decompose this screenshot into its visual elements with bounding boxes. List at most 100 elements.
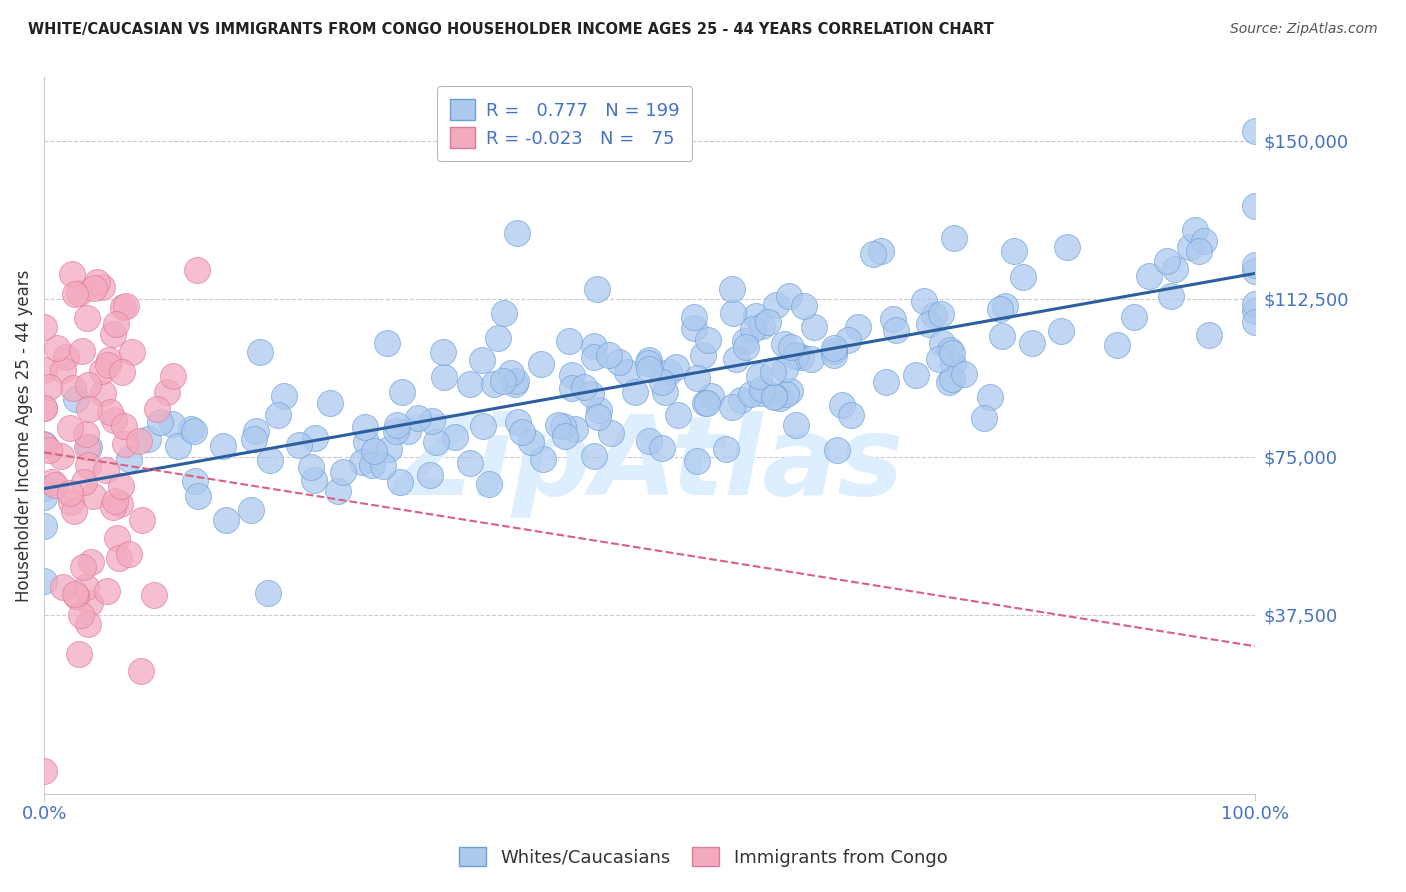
Point (692, 348, 714, 362)
Point (730, 392, 752, 407)
Point (97, 358, 120, 372)
Point (846, 320, 869, 334)
Point (458, 376, 481, 391)
Point (103, 413, 125, 427)
Point (1244, 258, 1267, 272)
Point (763, 388, 786, 402)
Point (993, 300, 1015, 314)
Point (212, 439, 235, 453)
Point (505, 374, 527, 388)
Point (929, 307, 952, 321)
Point (67, 647, 90, 661)
Point (793, 299, 815, 313)
Y-axis label: Householder Income Ages 25 - 44 years: Householder Income Ages 25 - 44 years (15, 269, 32, 602)
Point (112, 418, 135, 433)
Point (579, 387, 602, 401)
Point (107, 531, 129, 545)
Point (1244, 199, 1267, 213)
Point (741, 322, 763, 336)
Point (257, 586, 280, 600)
Point (32, 362, 55, 376)
Point (79, 596, 101, 610)
Point (1188, 244, 1211, 258)
Point (32, 481, 55, 495)
Point (86, 275, 108, 289)
Point (184, 475, 207, 489)
Point (583, 449, 606, 463)
Point (432, 345, 454, 359)
Point (77, 458, 100, 472)
Point (243, 432, 266, 446)
Point (1244, 123, 1267, 137)
Point (486, 331, 509, 345)
Point (96, 584, 118, 599)
Point (96, 463, 118, 477)
Point (361, 458, 384, 472)
Point (104, 494, 127, 508)
Legend: Whites/Caucasians, Immigrants from Congo: Whites/Caucasians, Immigrants from Congo (451, 840, 955, 874)
Point (785, 348, 807, 362)
Point (240, 502, 263, 516)
Point (904, 368, 927, 383)
Point (63, 287, 86, 301)
Point (77, 401, 100, 416)
Text: WHITE/CAUCASIAN VS IMMIGRANTS FROM CONGO HOUSEHOLDER INCOME AGES 25 - 44 YEARS C: WHITE/CAUCASIAN VS IMMIGRANTS FROM CONGO… (28, 22, 994, 37)
Point (478, 476, 501, 491)
Point (607, 355, 630, 369)
Point (52, 580, 75, 594)
Point (391, 384, 413, 399)
Point (59, 421, 82, 435)
Point (65, 392, 87, 407)
Point (714, 442, 737, 457)
Point (32, 319, 55, 334)
Point (60, 495, 83, 509)
Point (458, 456, 481, 470)
Point (790, 350, 813, 364)
Point (1021, 336, 1043, 351)
Point (44, 478, 66, 492)
Point (979, 391, 1001, 405)
Point (287, 438, 309, 452)
Point (55, 350, 77, 364)
Point (108, 497, 131, 511)
Point (104, 317, 127, 331)
Legend: R =   0.777   N = 199, R = -0.023   N =   75: R = 0.777 N = 199, R = -0.023 N = 75 (437, 87, 692, 161)
Point (98, 352, 121, 367)
Point (363, 444, 385, 458)
Point (561, 381, 583, 395)
Point (1184, 223, 1206, 237)
Point (76, 580, 98, 594)
Point (547, 418, 569, 433)
Point (700, 389, 723, 403)
Point (637, 356, 659, 370)
Point (586, 282, 609, 296)
Point (696, 396, 718, 410)
Point (187, 489, 209, 503)
Point (638, 434, 661, 448)
Point (482, 376, 505, 391)
Point (1050, 324, 1073, 338)
Point (779, 384, 801, 398)
Point (60, 267, 83, 281)
Point (1122, 310, 1144, 324)
Point (762, 365, 785, 379)
Point (46, 341, 69, 355)
Point (831, 398, 853, 412)
Point (1160, 288, 1182, 302)
Point (62, 381, 84, 395)
Point (800, 352, 823, 367)
Point (299, 460, 322, 475)
Point (922, 308, 945, 322)
Point (862, 247, 884, 261)
Point (1156, 253, 1178, 268)
Point (839, 408, 862, 422)
Point (319, 396, 342, 410)
Point (775, 387, 797, 401)
Point (101, 326, 124, 341)
Point (685, 454, 707, 468)
Point (72, 560, 94, 574)
Point (973, 410, 995, 425)
Point (823, 348, 845, 362)
Point (938, 343, 960, 357)
Point (406, 411, 429, 425)
